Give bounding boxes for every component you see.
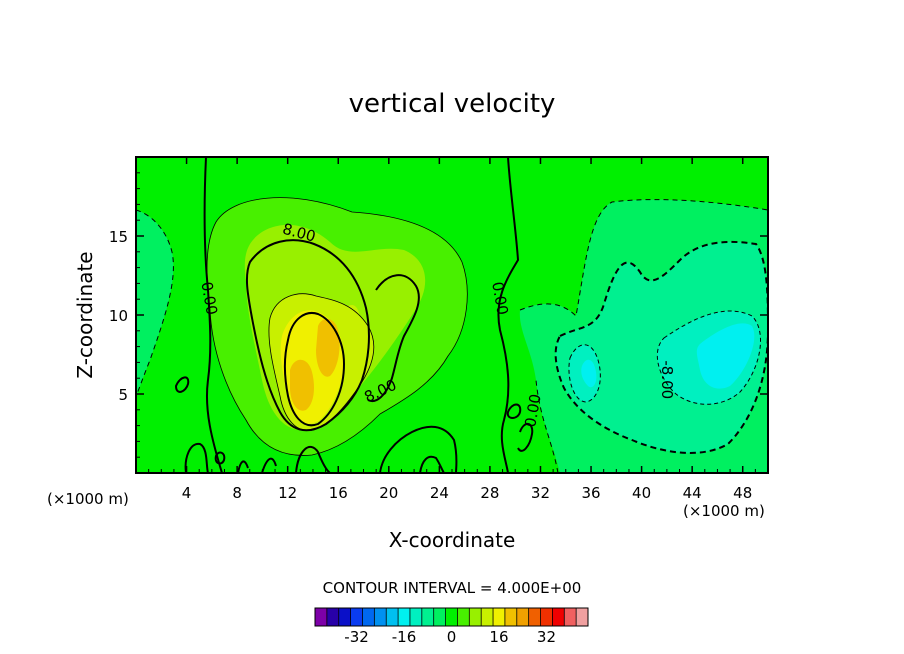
y-tick-label: 10 bbox=[109, 307, 128, 325]
x-tick-label: 32 bbox=[531, 484, 550, 502]
y-axis-label: Z-coordinate bbox=[73, 251, 97, 378]
colorbar-swatch bbox=[338, 608, 351, 626]
positive-region-20b bbox=[316, 318, 340, 377]
colorbar-frame bbox=[314, 607, 589, 627]
chart-title: vertical velocity bbox=[349, 89, 556, 119]
negative-region-16b bbox=[581, 359, 597, 388]
colorbar-swatch bbox=[564, 608, 577, 626]
colorbar-swatch bbox=[374, 608, 387, 626]
contour-eight-left bbox=[245, 239, 370, 432]
colorbar-swatch bbox=[326, 608, 340, 626]
x-tick-label: 40 bbox=[632, 484, 651, 502]
x-tick-label: 24 bbox=[430, 484, 449, 502]
x-tick-label: 48 bbox=[733, 484, 752, 502]
colorbar-swatch bbox=[362, 608, 375, 626]
colorbar-swatch bbox=[493, 608, 506, 626]
colorbar-swatch bbox=[315, 608, 328, 626]
contour-interval-text: CONTOUR INTERVAL = 4.000E+00 bbox=[323, 579, 582, 597]
contour-thin-12 bbox=[268, 293, 375, 431]
y-tick-label: 5 bbox=[118, 386, 128, 404]
colorbar-swatch bbox=[409, 608, 423, 626]
contour-label: -8.00 bbox=[658, 360, 676, 399]
colorbar-swatch bbox=[398, 608, 411, 626]
colorbar-tick-label: 0 bbox=[447, 628, 457, 646]
contour-label: 0.00 bbox=[488, 280, 512, 316]
colorbar-swatch bbox=[386, 608, 399, 626]
colorbar-swatch bbox=[433, 608, 446, 626]
x-tick-label: 8 bbox=[232, 484, 242, 502]
negative-region-16 bbox=[696, 323, 755, 389]
positive-inner-yellow bbox=[341, 305, 361, 351]
colorbar-swatch bbox=[481, 608, 494, 626]
contour-thin-4 bbox=[206, 197, 468, 456]
x-tick-label: 12 bbox=[278, 484, 297, 502]
negative-region-left bbox=[136, 210, 174, 396]
colorbar-swatch bbox=[552, 608, 565, 626]
x-axis-label: X-coordinate bbox=[389, 528, 516, 552]
colorbar-tick-label: 32 bbox=[537, 628, 556, 646]
contour-sixteen bbox=[284, 312, 346, 427]
contour-small-loops bbox=[174, 376, 534, 465]
x-unit-label-right: (×1000 m) bbox=[683, 502, 765, 520]
x-tick-label: 36 bbox=[581, 484, 600, 502]
contour-neg-dashed-core bbox=[568, 310, 761, 405]
contour-field: 8.008.000.00 0.000.00-8.00 bbox=[136, 157, 768, 473]
x-tick-label: 28 bbox=[480, 484, 499, 502]
contour-eight-right bbox=[367, 274, 420, 402]
colorbar-tick-label: 16 bbox=[489, 628, 508, 646]
colorbar-swatch bbox=[576, 608, 589, 626]
contour-zero-right bbox=[497, 157, 520, 473]
contour-label: 0.00 bbox=[197, 280, 221, 316]
colorbar-tick-label: -32 bbox=[344, 628, 369, 646]
positive-region-20 bbox=[290, 359, 314, 411]
colorbar-swatch bbox=[516, 608, 529, 626]
colorbar-swatch bbox=[469, 608, 482, 626]
contour-bottom-wiggles bbox=[184, 425, 458, 473]
colorbar-swatch bbox=[350, 608, 363, 626]
colorbar-swatch bbox=[457, 608, 470, 626]
x-tick-label: 20 bbox=[379, 484, 398, 502]
contour-zero-left bbox=[203, 157, 223, 473]
contour-neg-dashed-outer bbox=[136, 199, 768, 473]
x-tick-label: 4 bbox=[182, 484, 192, 502]
x-tick-label: 16 bbox=[329, 484, 348, 502]
colorbar-swatch bbox=[421, 608, 434, 626]
colorbar: -32 -16 0 16 32 bbox=[314, 607, 589, 646]
colorbar-swatch bbox=[540, 608, 553, 626]
x-unit-label-left: (×1000 m) bbox=[47, 490, 129, 508]
x-tick-label: 44 bbox=[683, 484, 702, 502]
colorbar-swatch bbox=[528, 608, 541, 626]
contour-label: 0.00 bbox=[521, 392, 545, 428]
colorbar-tick-label: -16 bbox=[392, 628, 417, 646]
colorbar-swatch bbox=[445, 608, 458, 626]
colorbar-swatch bbox=[504, 608, 518, 626]
y-tick-label: 15 bbox=[109, 228, 128, 246]
